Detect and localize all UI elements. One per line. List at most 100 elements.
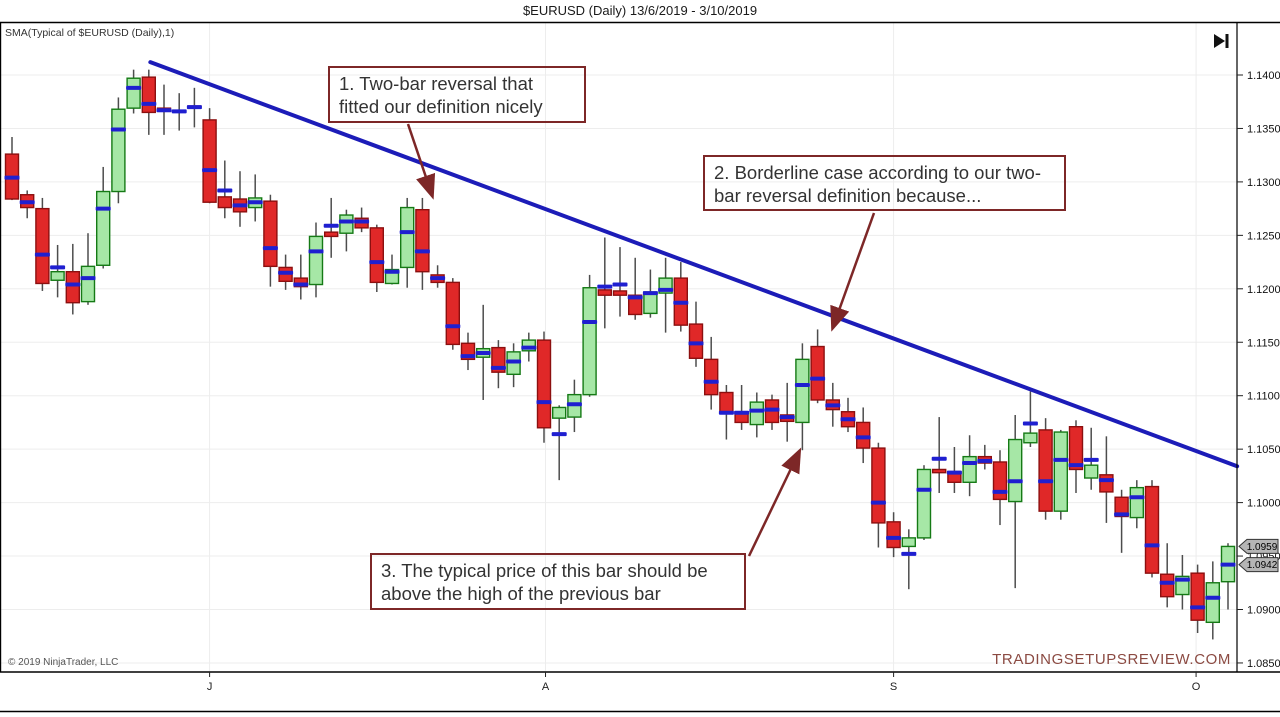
sma-typical-dash bbox=[1174, 577, 1190, 582]
candle bbox=[80, 233, 96, 305]
candle bbox=[506, 343, 522, 388]
sma-typical-dash bbox=[490, 365, 506, 370]
sma-typical-dash bbox=[354, 219, 370, 224]
candle bbox=[293, 254, 309, 300]
sma-typical-dash bbox=[749, 408, 765, 413]
candle-body bbox=[795, 358, 810, 424]
sma-typical-dash bbox=[1144, 543, 1160, 548]
candle bbox=[126, 69, 142, 114]
candle bbox=[992, 450, 1008, 526]
candle-body bbox=[856, 421, 871, 449]
sma-typical-dash bbox=[126, 85, 142, 90]
month-axis-label: S bbox=[890, 681, 897, 693]
candle bbox=[1174, 554, 1190, 610]
candle bbox=[384, 254, 400, 285]
candle-body bbox=[1099, 474, 1114, 493]
annotation-box-1[interactable]: 1. Two-bar reversal that fitted our defi… bbox=[328, 66, 586, 123]
sma-typical-dash bbox=[794, 383, 810, 388]
sma-typical-dash bbox=[916, 487, 932, 492]
candle bbox=[855, 407, 871, 464]
candle-body bbox=[1008, 438, 1023, 503]
candle bbox=[1159, 543, 1175, 608]
sma-typical-dash bbox=[642, 291, 658, 296]
candle-body bbox=[1144, 485, 1160, 574]
annotation-arrow[interactable] bbox=[747, 447, 802, 557]
candle bbox=[232, 171, 248, 227]
candle bbox=[627, 257, 643, 320]
sma-typical-dash bbox=[338, 219, 354, 224]
candle bbox=[825, 382, 841, 427]
candle bbox=[278, 254, 294, 290]
price-marker-value: 1.0942 bbox=[1247, 560, 1278, 571]
candle bbox=[764, 394, 780, 430]
sma-typical-dash bbox=[369, 260, 385, 265]
candle bbox=[1038, 418, 1054, 520]
sma-typical-dash bbox=[886, 535, 902, 540]
candle-body bbox=[50, 270, 65, 281]
candle-body bbox=[901, 537, 916, 548]
annotation-arrow[interactable] bbox=[406, 123, 436, 200]
month-axis-label: O bbox=[1192, 681, 1201, 693]
sma-typical-dash bbox=[825, 403, 841, 408]
sma-typical-dash bbox=[80, 276, 96, 281]
sma-typical-dash bbox=[597, 284, 613, 289]
candle-body bbox=[111, 108, 126, 193]
candle bbox=[794, 343, 810, 451]
candle bbox=[916, 465, 932, 541]
candle-body bbox=[308, 235, 324, 286]
candle bbox=[354, 207, 370, 233]
candle bbox=[1190, 564, 1206, 634]
candle-body bbox=[1068, 426, 1084, 471]
price-axis-label: 1.1100 bbox=[1247, 391, 1280, 403]
price-marker-value: 1.0959 bbox=[1247, 542, 1278, 553]
candle bbox=[430, 265, 446, 288]
sma-typical-dash bbox=[384, 269, 400, 274]
candle bbox=[110, 97, 126, 204]
annotation-box-2[interactable]: 2. Borderline case according to our two-… bbox=[703, 155, 1066, 211]
price-axis[interactable]: 1.1400 1.1350 1.1300 1.1250 1.1200 1.1150 1.11… bbox=[1237, 70, 1280, 670]
candle bbox=[338, 209, 354, 252]
candle bbox=[308, 222, 324, 298]
candle-body bbox=[217, 196, 233, 209]
annotation-text-2: 2. Borderline case according to our two-… bbox=[714, 162, 1042, 206]
sma-typical-dash bbox=[779, 415, 795, 420]
annotation-box-3[interactable]: 3. The typical price of this bar should … bbox=[370, 553, 746, 610]
candle bbox=[50, 244, 66, 298]
candle-body bbox=[1083, 464, 1099, 479]
candle-body bbox=[932, 468, 947, 474]
sma-typical-dash bbox=[536, 400, 552, 405]
price-axis-label: 1.1000 bbox=[1247, 498, 1280, 510]
candle-body bbox=[612, 290, 628, 296]
candle bbox=[1144, 480, 1160, 578]
candle bbox=[521, 332, 537, 362]
sma-typical-dash bbox=[217, 188, 233, 193]
sma-typical-dash bbox=[977, 458, 993, 463]
sma-typical-dash bbox=[4, 175, 20, 180]
price-marker: 1.0959 bbox=[1238, 538, 1279, 554]
price-axis-label: 1.0850 bbox=[1247, 658, 1280, 670]
sma-typical-dash bbox=[110, 127, 126, 132]
sma-typical-dash bbox=[1053, 457, 1069, 462]
candle-body bbox=[445, 281, 460, 346]
candle bbox=[1129, 480, 1145, 529]
candle bbox=[718, 385, 734, 440]
candle bbox=[262, 194, 278, 287]
sma-typical-dash bbox=[430, 276, 446, 281]
candle-body bbox=[628, 294, 643, 316]
annotation-arrow[interactable] bbox=[830, 212, 876, 332]
sma-typical-dash bbox=[34, 252, 50, 257]
sma-typical-dash bbox=[278, 270, 294, 275]
candle bbox=[642, 269, 658, 318]
price-axis-label: 1.1050 bbox=[1247, 444, 1280, 456]
sma-typical-dash bbox=[293, 282, 309, 287]
month-axis-label: A bbox=[542, 681, 550, 693]
sma-typical-dash bbox=[141, 101, 157, 106]
go-to-end-button[interactable] bbox=[1211, 31, 1231, 51]
candle bbox=[931, 417, 947, 493]
candle-body bbox=[1038, 429, 1053, 512]
sma-typical-dash bbox=[262, 246, 278, 251]
trendline[interactable] bbox=[148, 60, 1240, 469]
candle-body bbox=[719, 391, 734, 413]
